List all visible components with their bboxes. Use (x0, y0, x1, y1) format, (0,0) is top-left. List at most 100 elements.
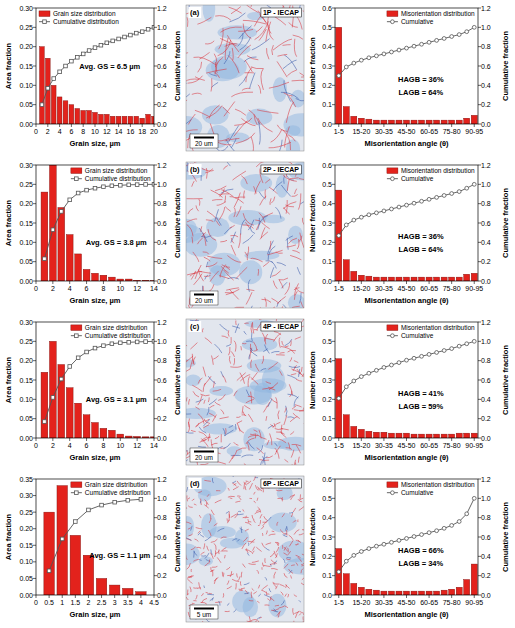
plot-frame (335, 165, 478, 281)
bar (411, 591, 417, 595)
texture-line (286, 585, 287, 588)
bar (70, 535, 80, 595)
x-tick-label: 20 (150, 128, 158, 135)
texture-line (299, 178, 304, 180)
texture-line (234, 208, 235, 217)
texture-line (284, 553, 288, 556)
y-tick-label: 0.2 (322, 553, 332, 560)
texture-line (290, 391, 292, 397)
marker (337, 396, 341, 400)
bar (464, 433, 470, 438)
texture-line (266, 543, 272, 545)
texture-line (299, 611, 304, 613)
texture-line (296, 379, 302, 381)
legend-label: Grain size distribution (85, 324, 148, 331)
texture-line (238, 511, 241, 512)
cumulative-line (339, 498, 474, 571)
texture-line (220, 324, 228, 331)
texture-line (197, 17, 211, 24)
y-tick-label: 0.5 (322, 338, 332, 345)
texture-line (253, 547, 255, 551)
texture-line (208, 229, 216, 240)
texture-blob (201, 513, 217, 538)
y2-tick-label: 0.4 (157, 553, 167, 560)
texture-line (290, 495, 295, 498)
texture-line (189, 534, 193, 536)
texture-line (242, 406, 243, 414)
texture-line (187, 579, 192, 584)
legend-marker (75, 177, 79, 181)
bar (75, 254, 82, 281)
y2-tick-label: 0.0 (481, 592, 491, 599)
texture-line (263, 262, 269, 267)
texture-line (279, 606, 284, 608)
texture-blob (209, 265, 226, 286)
texture-line (207, 407, 209, 415)
marker (113, 500, 117, 504)
texture-line (284, 415, 287, 425)
x-tick (451, 124, 452, 127)
bar (456, 277, 462, 281)
marker (85, 188, 89, 192)
marker (135, 31, 139, 35)
texture-line (286, 236, 293, 241)
x-tick (36, 124, 37, 127)
y2-tick-label: 0.8 (157, 357, 167, 364)
x-tick (120, 281, 121, 284)
y2-tick-label: 0.4 (481, 239, 491, 246)
bar (381, 591, 387, 595)
texture-line (224, 270, 234, 280)
annotation: LAGB = 34% (398, 559, 443, 568)
bar (100, 428, 107, 438)
texture-line (248, 280, 250, 292)
texture-line (187, 198, 203, 199)
x-tick (137, 281, 138, 284)
marker (135, 183, 139, 187)
cumulative-line (339, 184, 474, 235)
y2-tick-label: 0.6 (157, 220, 167, 227)
bar (373, 277, 379, 281)
texture-line (293, 521, 296, 523)
bar (464, 580, 470, 595)
texture-line (283, 60, 297, 69)
texture-line (250, 350, 257, 356)
texture-line (243, 235, 254, 244)
texture-line (248, 247, 249, 256)
bar (456, 433, 462, 438)
marker (337, 74, 341, 78)
figure: 0.000.050.100.150.200.250.300.00.20.40.6… (0, 0, 515, 628)
texture-line (246, 390, 249, 397)
texture-line (242, 415, 247, 416)
x-tick (406, 438, 407, 441)
texture-line (284, 606, 288, 608)
texture-line (205, 553, 209, 559)
marker (352, 553, 356, 557)
marker (420, 42, 424, 46)
texture-line (197, 238, 202, 244)
bar (66, 388, 73, 438)
texture-line (208, 376, 216, 384)
texture-line (199, 559, 201, 561)
texture-line (279, 338, 280, 348)
texture-line (210, 598, 214, 601)
marker (472, 496, 476, 500)
x-tick (36, 595, 37, 598)
marker (337, 570, 341, 574)
scale-bar (194, 608, 214, 610)
texture-line (265, 338, 275, 340)
texture-line (240, 37, 251, 50)
texture-line (224, 51, 230, 64)
texture-line (274, 443, 277, 446)
texture-line (193, 391, 199, 397)
texture-line (212, 566, 218, 568)
texture-line (261, 68, 264, 90)
texture-line (225, 44, 238, 47)
x-tick (474, 124, 475, 127)
texture-line (193, 587, 197, 588)
texture-line (202, 328, 204, 332)
marker (118, 184, 122, 188)
texture-line (294, 397, 299, 407)
texture-line (292, 195, 298, 197)
y-tick-label: 0.25 (19, 181, 33, 188)
y2-tick-label: 1.0 (157, 495, 167, 502)
